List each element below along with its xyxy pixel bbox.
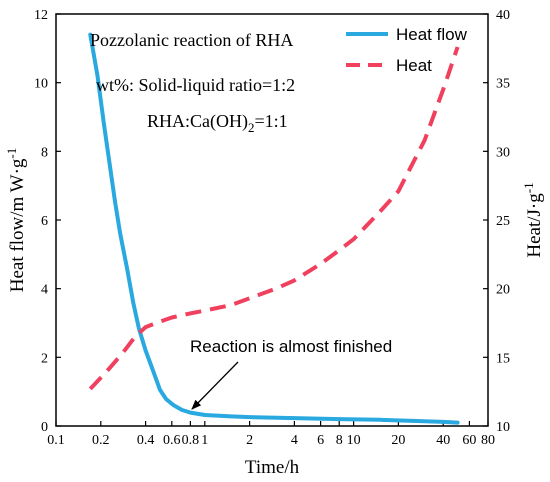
annotation-ca-ratio: RHA:Ca(OH)2=1:1 [147,111,288,135]
x-tick-label: 80 [481,433,495,448]
annotation-ca-suffix: =1:1 [255,111,288,131]
y-left-axis-title-main: Heat flow/m W·g [7,158,28,292]
y-right-tick-label: 25 [496,214,510,229]
y-left-tick-label: 6 [41,214,48,229]
y-left-axis-title: Heat flow/m W·g-1 [4,148,28,293]
x-tick-label: 4 [291,433,298,448]
y-left-axis-title-sup: -1 [4,148,19,159]
x-axis-ticks: 0.1 0.2 0.4 0.6 0.8 1 2 4 6 8 10 20 40 60 80 [47,421,495,448]
annotation-ca-sub: 2 [248,120,255,135]
y-right-tick-label: 35 [496,77,510,92]
annotation-arrow [191,361,239,410]
x-tick-label: 0.6 [163,433,181,448]
y-right-tick-label: 40 [496,8,510,23]
y-left-tick-label: 8 [41,145,48,160]
annotation-ca-prefix: RHA:Ca(OH) [147,111,248,132]
series-line-heat-flow [88,32,460,425]
y-right-tick-label: 15 [496,351,510,366]
y-left-tick-label: 0 [41,420,48,435]
y-right-axis-title-sup: -1 [521,182,536,193]
x-tick-label: 8 [336,433,343,448]
y-right-tick-label: 20 [496,283,510,298]
x-tick-label: 2 [246,433,253,448]
y-left-axis-ticks: 0 2 4 6 8 10 12 [34,8,61,435]
legend-label-heat: Heat [396,56,432,75]
legend-label-heat-flow: Heat flow [396,25,468,44]
y-right-axis-ticks: 10 15 20 25 30 35 40 [483,8,510,435]
x-tick-label: 0.8 [182,433,200,448]
y-left-tick-label: 4 [41,283,48,298]
y-right-tick-label: 30 [496,145,510,160]
y-right-axis-title-main: Heat/J·g [524,193,545,258]
y-right-tick-label: 10 [496,420,510,435]
annotation-ratio: wt%: Solid-liquid ratio=1:2 [96,75,295,95]
x-tick-label: 0.4 [137,433,155,448]
x-tick-label: 20 [391,433,405,448]
x-tick-label: 0.1 [47,433,65,448]
y-left-tick-label: 12 [34,8,48,23]
annotation-title: Pozzolanic reaction of RHA [90,30,293,50]
y-left-tick-label: 2 [41,351,48,366]
x-axis-title: Time/h [245,457,300,478]
x-tick-label: 10 [347,433,361,448]
series-layer [88,32,460,425]
x-tick-label: 6 [317,433,324,448]
x-tick-label: 1 [201,433,208,448]
y-left-tick-label: 10 [34,77,48,92]
x-tick-label: 60 [462,433,476,448]
x-tick-label: 40 [436,433,450,448]
y-right-axis-title: Heat/J·g-1 [521,182,545,257]
annotation-reaction-finished: Reaction is almost finished [190,337,392,356]
x-tick-label: 0.2 [92,433,110,448]
legend: Heat flow Heat [346,25,468,75]
